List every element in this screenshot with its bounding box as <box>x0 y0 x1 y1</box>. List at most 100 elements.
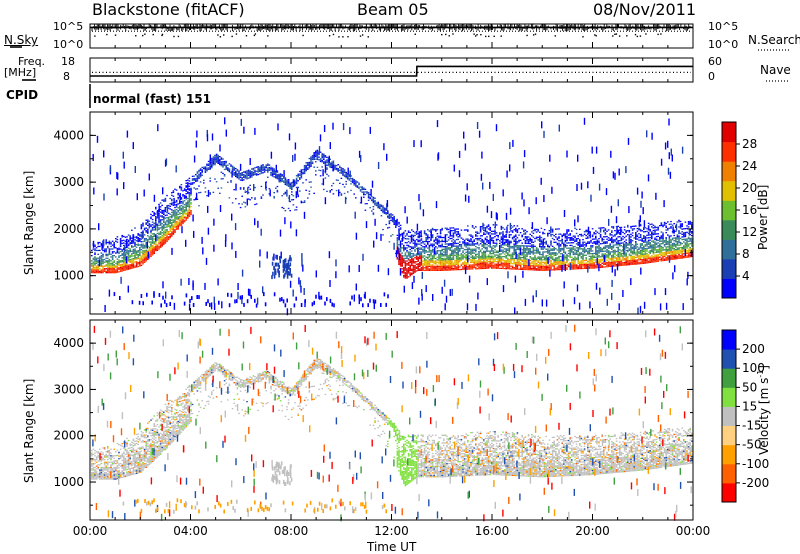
power-cell <box>329 166 331 168</box>
power-cell <box>121 266 123 268</box>
power-cell <box>521 256 523 259</box>
nsearch-outlier <box>152 33 154 36</box>
power-cell <box>347 191 349 193</box>
power-cell <box>367 197 370 199</box>
power-cell <box>148 255 151 258</box>
power-cell <box>529 267 531 270</box>
power-cell <box>195 197 197 199</box>
power-cell <box>159 211 162 213</box>
power-cell <box>235 167 237 170</box>
power-cell <box>550 243 552 245</box>
power-cell <box>375 202 378 204</box>
power-cell <box>388 241 391 243</box>
power-cell <box>411 256 413 259</box>
power-cell <box>457 249 459 251</box>
power-cell <box>486 262 488 264</box>
power-cell <box>478 261 480 263</box>
power-cell <box>326 190 328 192</box>
power-cell <box>486 259 488 261</box>
power-cell <box>473 259 475 261</box>
power-cell <box>326 168 328 170</box>
power-cell <box>254 167 256 169</box>
power-cell <box>523 259 525 261</box>
power-cell <box>532 248 535 250</box>
power-cell <box>542 268 544 270</box>
power-cell <box>515 244 517 247</box>
power-cell <box>484 229 487 231</box>
power-cell <box>316 157 319 159</box>
power-cell <box>214 154 216 157</box>
power-cell <box>236 175 239 177</box>
power-cell <box>103 261 106 263</box>
power-cell <box>543 257 546 260</box>
power-cell <box>319 159 322 161</box>
power-cell <box>92 257 95 259</box>
power-cell <box>582 257 584 259</box>
power-cell <box>415 270 418 272</box>
power-cell <box>204 170 207 172</box>
power-cell <box>423 247 426 249</box>
power-cell <box>135 263 138 265</box>
nsearch-outlier <box>612 35 614 37</box>
power-cell <box>324 160 327 162</box>
power-cell <box>585 262 587 264</box>
power-cell <box>527 249 530 251</box>
power-cell <box>417 243 419 245</box>
power-cell <box>550 235 552 237</box>
power-cell <box>156 226 159 228</box>
power-cell <box>476 231 479 233</box>
power-cell <box>511 247 514 249</box>
power-cell <box>273 171 275 173</box>
power-cell <box>486 248 488 250</box>
power-cell <box>444 234 447 236</box>
power-cell <box>486 255 488 258</box>
power-cell <box>447 244 450 246</box>
power-cell <box>220 178 223 180</box>
power-cell <box>91 269 93 271</box>
power-cell <box>321 159 323 161</box>
power-cell <box>220 171 223 173</box>
power-cell <box>121 234 123 237</box>
power-cell <box>137 240 139 243</box>
power-cell <box>459 268 461 271</box>
power-cell <box>447 247 450 249</box>
power-cell <box>393 218 395 220</box>
power-cell <box>446 269 448 271</box>
power-cell <box>444 251 447 253</box>
power-cell <box>127 258 130 260</box>
power-cell <box>467 254 469 256</box>
power-cell <box>407 272 410 274</box>
power-cell <box>363 192 365 194</box>
power-cell <box>543 268 546 270</box>
power-cell <box>115 266 117 269</box>
power-cell <box>435 268 437 270</box>
power-cell <box>406 273 408 275</box>
power-cell <box>513 268 515 270</box>
power-cell <box>246 176 248 178</box>
power-cell <box>457 261 459 263</box>
power-cell <box>571 244 573 247</box>
power-cell <box>239 206 242 209</box>
power-cell <box>425 256 427 258</box>
nsearch-outlier <box>359 35 362 37</box>
power-cell <box>420 238 423 240</box>
power-cell <box>435 267 437 269</box>
power-cell <box>491 263 493 265</box>
power-cell <box>438 242 440 244</box>
nsearch-outlier <box>488 35 490 38</box>
power-cell <box>526 238 528 241</box>
power-cell <box>529 248 531 250</box>
power-cell <box>399 235 402 237</box>
power-cell <box>342 173 344 175</box>
power-cell <box>513 253 515 256</box>
power-cell <box>281 195 283 197</box>
power-cell <box>163 220 165 222</box>
power-cell <box>534 261 536 263</box>
power-cell <box>459 250 461 252</box>
power-cell <box>158 224 160 226</box>
power-cell <box>463 262 466 264</box>
power-cell <box>457 262 459 264</box>
power-cell <box>452 236 455 238</box>
power-cell <box>475 234 477 236</box>
power-cell <box>164 221 167 223</box>
